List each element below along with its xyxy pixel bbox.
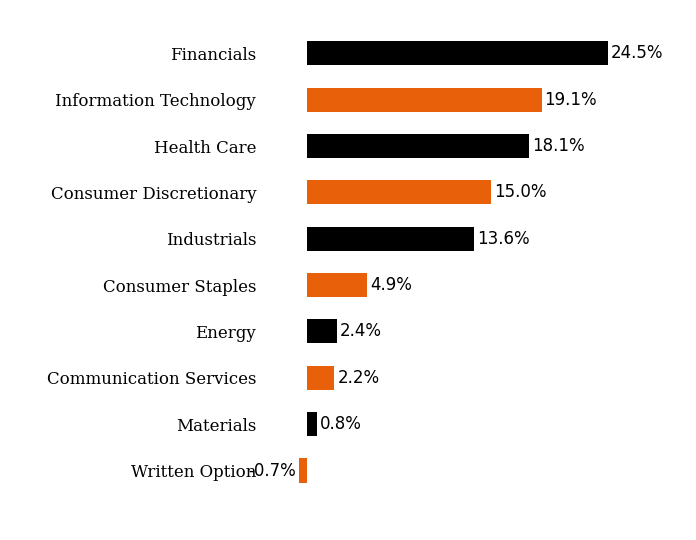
Text: 24.5%: 24.5% [611, 44, 663, 62]
Bar [308, 134, 529, 158]
Text: 18.1%: 18.1% [532, 137, 585, 155]
Text: 15.0%: 15.0% [494, 184, 547, 201]
Text: 2.2%: 2.2% [338, 369, 379, 387]
Bar [308, 227, 474, 251]
Text: 19.1%: 19.1% [544, 91, 597, 109]
Bar [308, 87, 541, 112]
Bar [299, 458, 308, 483]
Text: 0.8%: 0.8% [320, 415, 362, 433]
Text: -0.7%: -0.7% [248, 462, 296, 480]
Bar [308, 319, 337, 343]
Bar [308, 273, 367, 297]
Text: 13.6%: 13.6% [477, 230, 530, 248]
Bar [308, 180, 491, 205]
Bar [308, 366, 334, 390]
Bar [308, 41, 608, 65]
Text: 4.9%: 4.9% [370, 276, 413, 294]
Text: 2.4%: 2.4% [340, 322, 382, 340]
Bar [308, 412, 317, 436]
